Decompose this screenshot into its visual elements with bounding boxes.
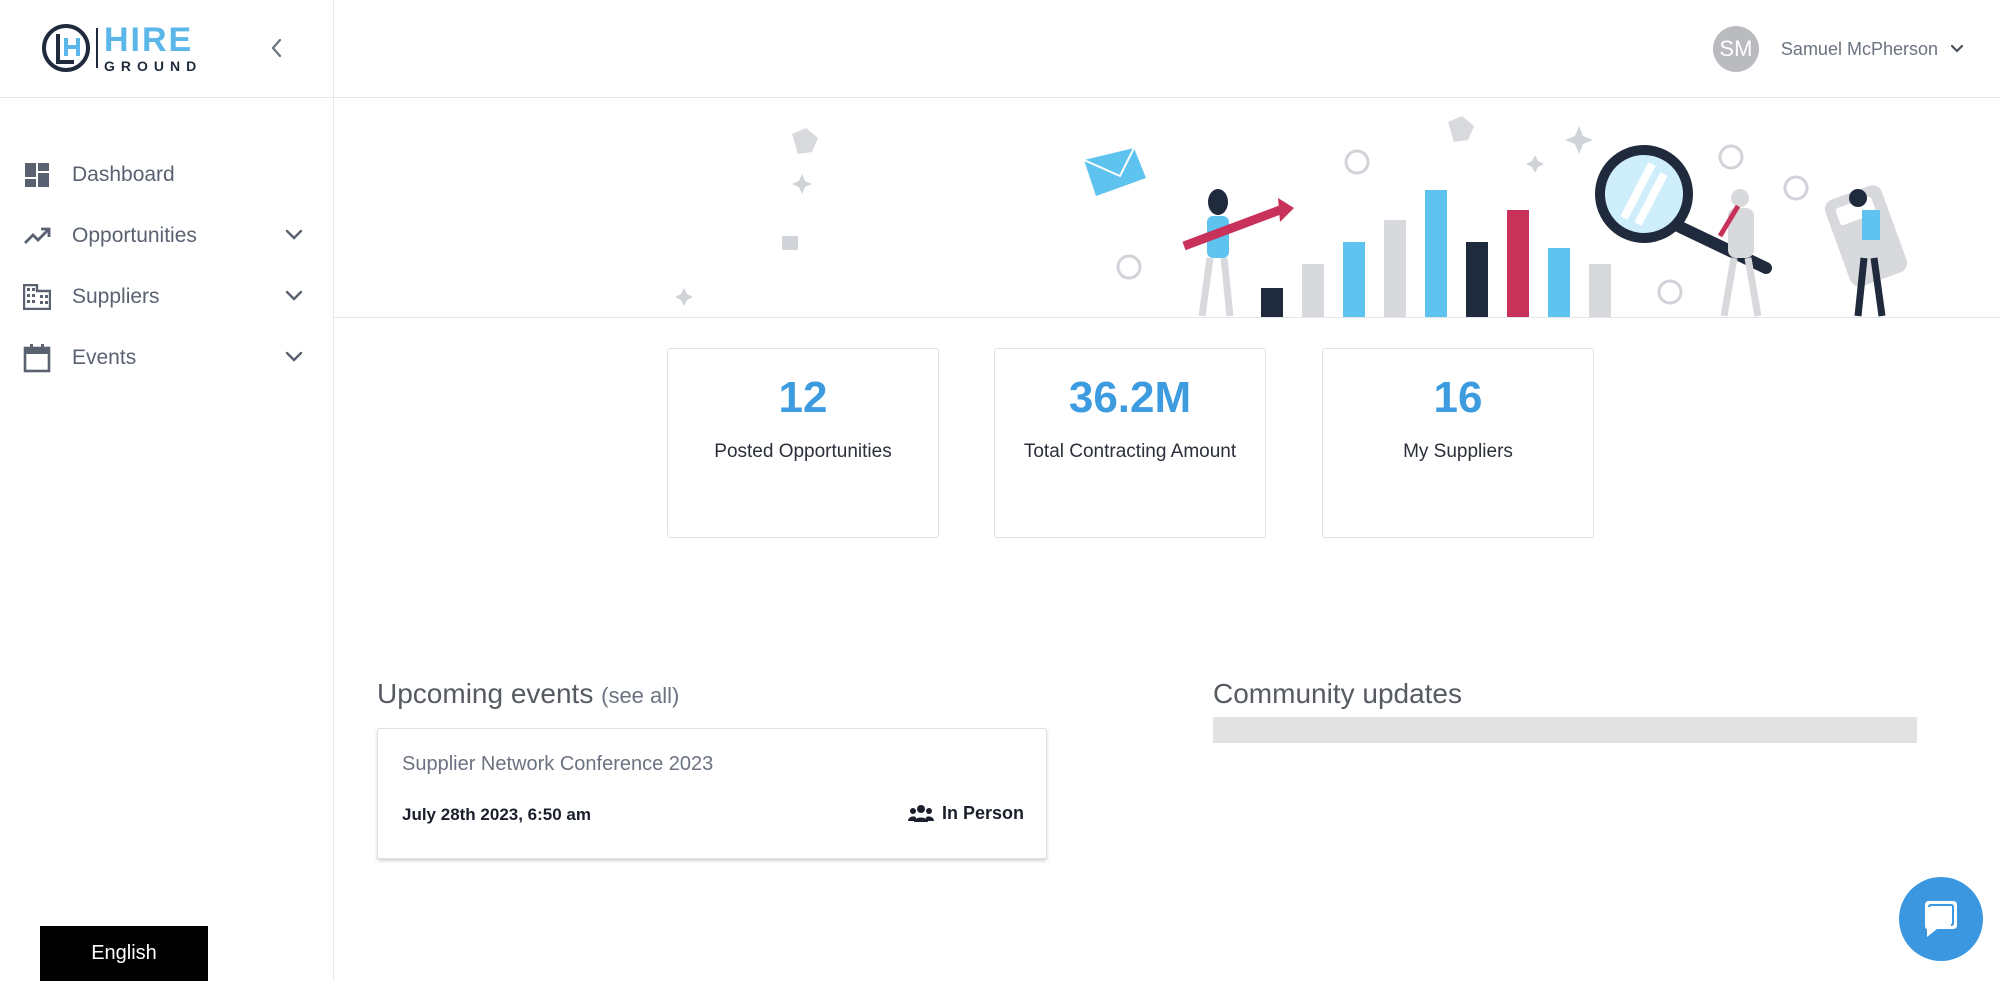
- dashboard-icon: [22, 160, 52, 190]
- sidebar: HIRE GROUND Dashboard Opportunities: [0, 0, 334, 981]
- stat-label: Posted Opportunities: [714, 441, 892, 462]
- sidebar-nav: Dashboard Opportunities Suppliers Eve: [0, 144, 334, 388]
- building-icon: [22, 282, 52, 312]
- sidebar-item-label: Opportunities: [72, 223, 197, 247]
- collapse-sidebar-button[interactable]: [262, 32, 290, 64]
- bar-chart-illustration: [1261, 190, 1611, 317]
- logo-mark-icon: [42, 24, 90, 72]
- upcoming-events-heading: Upcoming events (see all): [377, 678, 679, 710]
- language-button[interactable]: English: [40, 926, 208, 981]
- gem-icon: [792, 116, 1474, 154]
- calculator-illustration: [1824, 185, 1908, 317]
- logo-divider: [96, 28, 98, 68]
- dashboard-banner: [334, 98, 2000, 318]
- logo-ground-text: GROUND: [104, 58, 203, 74]
- stat-value: 12: [778, 373, 828, 422]
- logo-area: HIRE GROUND: [0, 0, 334, 98]
- sidebar-item-suppliers[interactable]: Suppliers: [0, 266, 334, 327]
- section-title: Upcoming events: [377, 678, 594, 709]
- sidebar-item-opportunities[interactable]: Opportunities: [0, 205, 334, 266]
- chat-icon: [1925, 901, 1957, 937]
- banner-illustration: [675, 116, 1908, 317]
- chevron-down-icon[interactable]: [282, 223, 306, 247]
- sidebar-item-dashboard[interactable]: Dashboard: [0, 144, 334, 205]
- envelope-icon: [1083, 147, 1146, 196]
- top-header: SM Samuel McPherson: [334, 0, 2000, 98]
- stat-value: 36.2M: [1068, 373, 1192, 422]
- event-type-label: In Person: [941, 803, 1024, 823]
- community-updates-heading: Community updates: [1213, 678, 1463, 709]
- event-type: In Person: [907, 803, 1024, 824]
- calendar-icon: [22, 343, 52, 373]
- stat-label: Total Contracting Amount: [1023, 441, 1237, 462]
- event-card[interactable]: Supplier Network Conference 2023 July 28…: [377, 728, 1047, 859]
- coin-icon: [1116, 144, 1809, 305]
- chevron-down-icon[interactable]: [282, 345, 306, 369]
- sidebar-item-label: Suppliers: [72, 284, 160, 308]
- event-date: July 28th 2023, 6:50 am: [402, 805, 592, 824]
- stat-card-contracting-amount[interactable]: 36.2M Total Contracting Amount: [994, 348, 1266, 538]
- user-name: Samuel McPherson: [1780, 38, 1938, 59]
- avatar: SM: [1712, 26, 1759, 72]
- chevron-down-icon: [1950, 41, 1966, 57]
- event-title: Supplier Network Conference 2023: [402, 753, 714, 775]
- stat-card-suppliers[interactable]: 16 My Suppliers: [1322, 348, 1594, 538]
- sidebar-item-label: Events: [72, 345, 137, 369]
- magnifier-illustration: [1595, 145, 1772, 317]
- person-arrow-illustration: [1182, 189, 1294, 317]
- chevron-down-icon[interactable]: [282, 284, 306, 308]
- chevron-left-icon: [271, 38, 282, 58]
- sidebar-item-label: Dashboard: [72, 162, 175, 186]
- chat-button[interactable]: [1899, 877, 1983, 961]
- stat-label: My Suppliers: [1403, 441, 1513, 462]
- stat-value: 16: [1433, 373, 1483, 422]
- hireground-logo[interactable]: HIRE GROUND: [40, 22, 202, 74]
- logo-wordmark: HIRE GROUND: [104, 23, 202, 73]
- sidebar-item-events[interactable]: Events: [0, 327, 334, 388]
- users-icon: [907, 804, 934, 822]
- user-menu[interactable]: SM Samuel McPherson: [1712, 26, 1966, 72]
- sparkle-icon: [675, 126, 1593, 306]
- logo-hire-text: HIRE: [104, 21, 194, 59]
- trending-up-icon: [22, 221, 52, 251]
- community-loading-placeholder: [1213, 717, 1917, 743]
- stat-card-opportunities[interactable]: 12 Posted Opportunities: [667, 348, 939, 538]
- see-all-link[interactable]: (see all): [601, 683, 680, 708]
